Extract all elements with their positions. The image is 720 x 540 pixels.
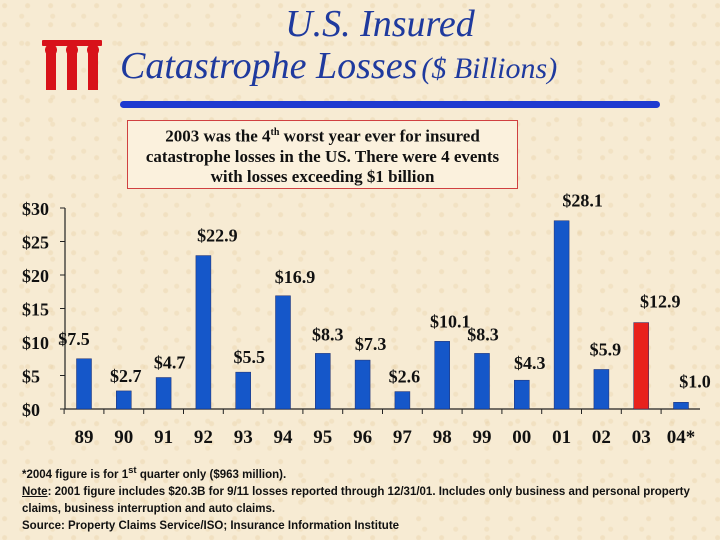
x-tick-label-04*: 04* bbox=[667, 427, 696, 448]
data-label-04*: $1.0 bbox=[679, 371, 711, 391]
iii-logo bbox=[42, 40, 102, 90]
bar-99 bbox=[474, 353, 490, 410]
bar-89 bbox=[76, 358, 92, 410]
x-tick-label-94: 94 bbox=[274, 427, 294, 448]
x-tick-label-92: 92 bbox=[194, 427, 213, 448]
data-label-03: $12.9 bbox=[640, 292, 681, 312]
bar-90 bbox=[116, 390, 132, 410]
y-tick-label: $15 bbox=[22, 300, 49, 320]
y-tick-label: $0 bbox=[22, 400, 40, 420]
bar-96 bbox=[354, 359, 371, 410]
x-tick-label-00: 00 bbox=[512, 427, 531, 448]
data-label-93: $5.5 bbox=[233, 347, 265, 367]
x-tick-label-89: 89 bbox=[75, 427, 94, 448]
title-divider bbox=[120, 101, 660, 108]
y-tick-label: $30 bbox=[22, 199, 49, 219]
footnote-note: Note: 2001 figure includes $20.3B for 9/… bbox=[22, 485, 690, 515]
x-tick-label-98: 98 bbox=[433, 427, 452, 448]
callout-text-2: worst year ever for insured catastrophe … bbox=[145, 126, 500, 186]
x-tick-label-02: 02 bbox=[592, 427, 611, 448]
x-tick-label-03: 03 bbox=[632, 427, 651, 448]
x-tick-label-91: 91 bbox=[154, 427, 173, 448]
title-line2: Catastrophe Losses ($ Billions) bbox=[120, 44, 680, 88]
x-tick-label-99: 99 bbox=[473, 427, 492, 448]
x-tick-label-01: 01 bbox=[552, 427, 571, 448]
bar-04* bbox=[673, 402, 689, 410]
x-tick-label-95: 95 bbox=[313, 427, 332, 448]
y-tick-label: $10 bbox=[22, 333, 49, 353]
callout-superscript: th bbox=[270, 127, 280, 138]
data-label-89: $7.5 bbox=[58, 329, 90, 349]
title-line1: U.S. Insured bbox=[285, 3, 475, 45]
y-tick-label: $5 bbox=[22, 367, 40, 387]
footnote-2004: *2004 figure is for 1st quarter only ($9… bbox=[22, 465, 287, 481]
bar-01 bbox=[553, 220, 570, 410]
x-tick-label-93: 93 bbox=[234, 427, 253, 448]
data-label-97: $2.6 bbox=[389, 367, 421, 387]
data-label-00: $4.3 bbox=[514, 353, 546, 373]
footnote-source: Source: Property Claims Service/ISO; Ins… bbox=[22, 519, 400, 532]
bar-02 bbox=[593, 369, 610, 410]
bar-98 bbox=[434, 341, 450, 410]
bar-00 bbox=[514, 379, 530, 410]
data-label-94: $16.9 bbox=[275, 267, 316, 287]
data-label-96: $7.3 bbox=[355, 334, 387, 354]
data-label-01: $28.1 bbox=[562, 191, 603, 211]
x-tick-label-90: 90 bbox=[114, 427, 133, 448]
data-label-91: $4.7 bbox=[154, 353, 186, 373]
bar-93 bbox=[235, 371, 251, 410]
title-unit: ($ Billions) bbox=[421, 52, 558, 85]
bar-03 bbox=[633, 322, 649, 410]
callout-text-1: 2003 was the 4 bbox=[165, 126, 271, 146]
data-label-92: $22.9 bbox=[197, 226, 238, 246]
callout-box: 2003 was the 4th worst year ever for ins… bbox=[127, 120, 518, 189]
y-tick-label: $25 bbox=[22, 233, 49, 253]
data-label-95: $8.3 bbox=[312, 324, 344, 344]
data-label-99: $8.3 bbox=[467, 324, 499, 344]
data-label-02: $5.9 bbox=[590, 339, 622, 359]
bar-92 bbox=[195, 255, 212, 410]
title-main: Catastrophe Losses bbox=[120, 45, 418, 87]
bar-91 bbox=[155, 377, 172, 410]
bar-94 bbox=[275, 295, 291, 410]
bar-97 bbox=[394, 391, 411, 410]
x-tick-label-97: 97 bbox=[393, 427, 413, 448]
bar-95 bbox=[315, 353, 331, 410]
catastrophe-losses-chart: $0 $5 $10 $15 $20 $25 $30 89 $7.5 90 $2.7 91 $4.7 92 $… bbox=[22, 191, 711, 448]
x-tick-label-96: 96 bbox=[353, 427, 372, 448]
data-label-90: $2.7 bbox=[110, 366, 142, 386]
data-label-98: $10.1 bbox=[430, 311, 471, 331]
footnote: *2004 figure is for 1st quarter only ($9… bbox=[22, 462, 712, 535]
y-tick-label: $20 bbox=[22, 266, 49, 286]
